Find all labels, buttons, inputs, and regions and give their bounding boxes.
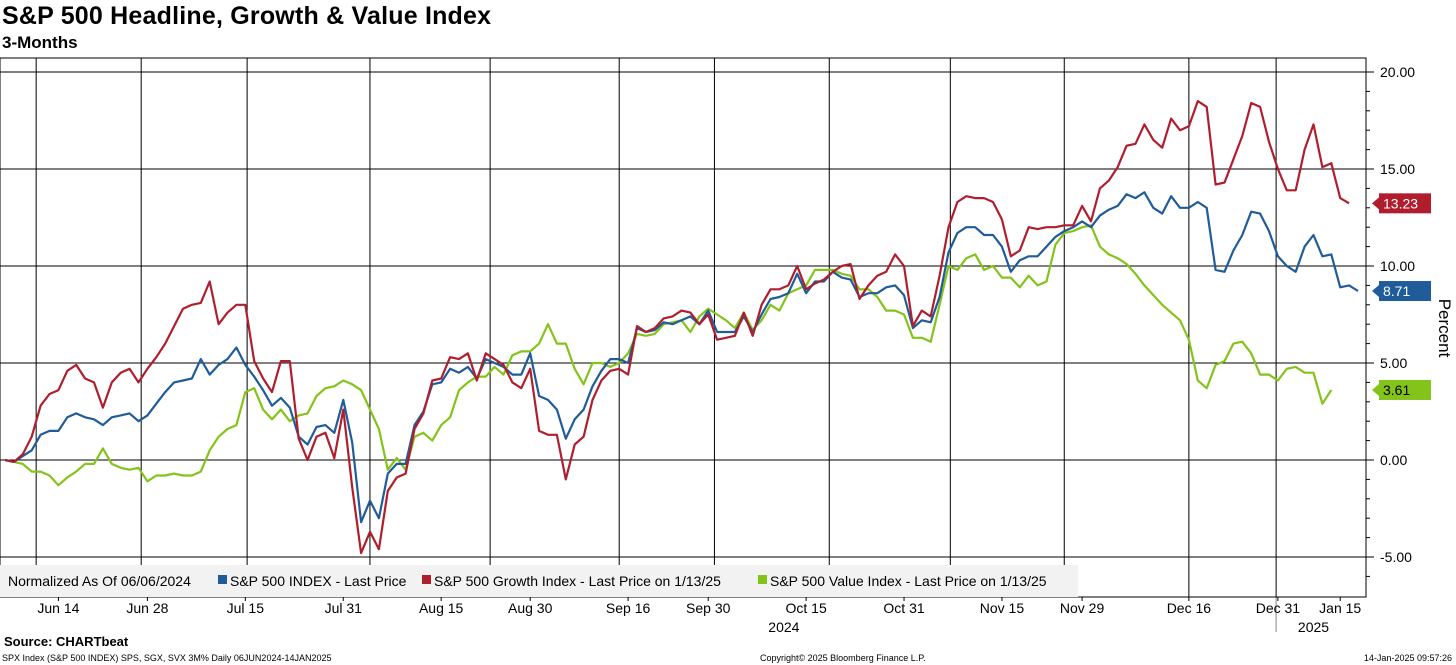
horizontal-gridlines xyxy=(0,71,1366,558)
last-value-text: 8.71 xyxy=(1383,283,1410,299)
x-tick-label: Dec 31 xyxy=(1256,600,1301,616)
last-value-text: 13.23 xyxy=(1383,195,1418,211)
last-value-badge xyxy=(1379,193,1431,214)
y-tick-label: 5.00 xyxy=(1380,355,1407,371)
last-value-text: 3.61 xyxy=(1383,382,1410,398)
y-axis-label: Percent xyxy=(1435,299,1454,358)
x-tick-label: Sep 30 xyxy=(686,600,731,616)
legend-title: Normalized As Of 06/06/2024 xyxy=(8,573,191,589)
x-axis-ticks: Jun 14 Jun 28 Jul 15 Jul 31 Aug 15 Aug 30 Sep … xyxy=(37,597,1361,635)
chart-title: S&P 500 Headline, Growth & Value Index xyxy=(2,2,492,30)
footer-copyright: Copyright© 2025 Bloomberg Finance L.P. xyxy=(760,653,926,663)
source-note: Source: CHARTbeat xyxy=(4,634,129,649)
y-tick-label: 0.00 xyxy=(1380,452,1407,468)
y-tick-label: 15.00 xyxy=(1380,161,1415,177)
last-value-pointer xyxy=(1372,285,1379,298)
x-tick-label: Jun 14 xyxy=(37,600,79,616)
series-lines xyxy=(4,99,1359,555)
x-tick-label: Aug 30 xyxy=(508,600,553,616)
year-label: 2025 xyxy=(1298,619,1329,635)
y-tick-label: -5.00 xyxy=(1380,549,1412,565)
last-value-badge xyxy=(1379,281,1431,302)
y-tick-label: 20.00 xyxy=(1380,64,1415,80)
last-value-badge xyxy=(1379,379,1431,400)
plot-frame xyxy=(0,57,1367,598)
legend-swatch xyxy=(758,575,767,584)
x-tick-label: Jan 15 xyxy=(1319,600,1361,616)
year-label: 2024 xyxy=(768,619,799,635)
x-tick-label: Jun 28 xyxy=(126,600,168,616)
x-tick-label: Oct 31 xyxy=(883,600,924,616)
vertical-gridlines xyxy=(35,58,1277,632)
last-value-pointer xyxy=(1372,383,1379,396)
chart-subtitle: 3-Months xyxy=(2,33,78,52)
legend-swatch xyxy=(218,575,227,584)
last-value-pointer xyxy=(1372,197,1379,210)
legend-background xyxy=(0,565,1078,597)
x-tick-label: Jul 15 xyxy=(227,600,265,616)
legend-entry: S&P 500 Growth Index - Last Price on 1/1… xyxy=(434,573,721,589)
footer-timestamp: 14-Jan-2025 09:57:26 xyxy=(1363,653,1452,663)
y-axis-ticks: 20.00 15.00 10.00 5.00 0.00 -5.00 xyxy=(1366,64,1415,577)
legend: Normalized As Of 06/06/2024 S&P 500 INDE… xyxy=(0,565,1078,597)
x-tick-label: Aug 15 xyxy=(419,600,464,616)
legend-entry: S&P 500 Value Index - Last Price on 1/13… xyxy=(770,573,1047,589)
series-line xyxy=(4,99,1350,555)
last-value-labels: 8.71 13.23 3.61 xyxy=(1372,193,1431,400)
legend-swatch xyxy=(422,575,431,584)
x-tick-label: Oct 15 xyxy=(785,600,826,616)
x-tick-label: Sep 16 xyxy=(606,600,651,616)
series-line xyxy=(4,224,1333,487)
series-line xyxy=(4,191,1359,524)
legend-entry: S&P 500 INDEX - Last Price xyxy=(230,573,407,589)
y-tick-label: 10.00 xyxy=(1380,258,1415,274)
x-tick-label: Jul 31 xyxy=(325,600,363,616)
footer-series-info: SPX Index (S&P 500 INDEX) SPS, SGX, SVX … xyxy=(2,653,332,663)
x-tick-label: Nov 29 xyxy=(1060,600,1105,616)
x-tick-label: Dec 16 xyxy=(1167,600,1212,616)
x-tick-label: Nov 15 xyxy=(980,600,1025,616)
